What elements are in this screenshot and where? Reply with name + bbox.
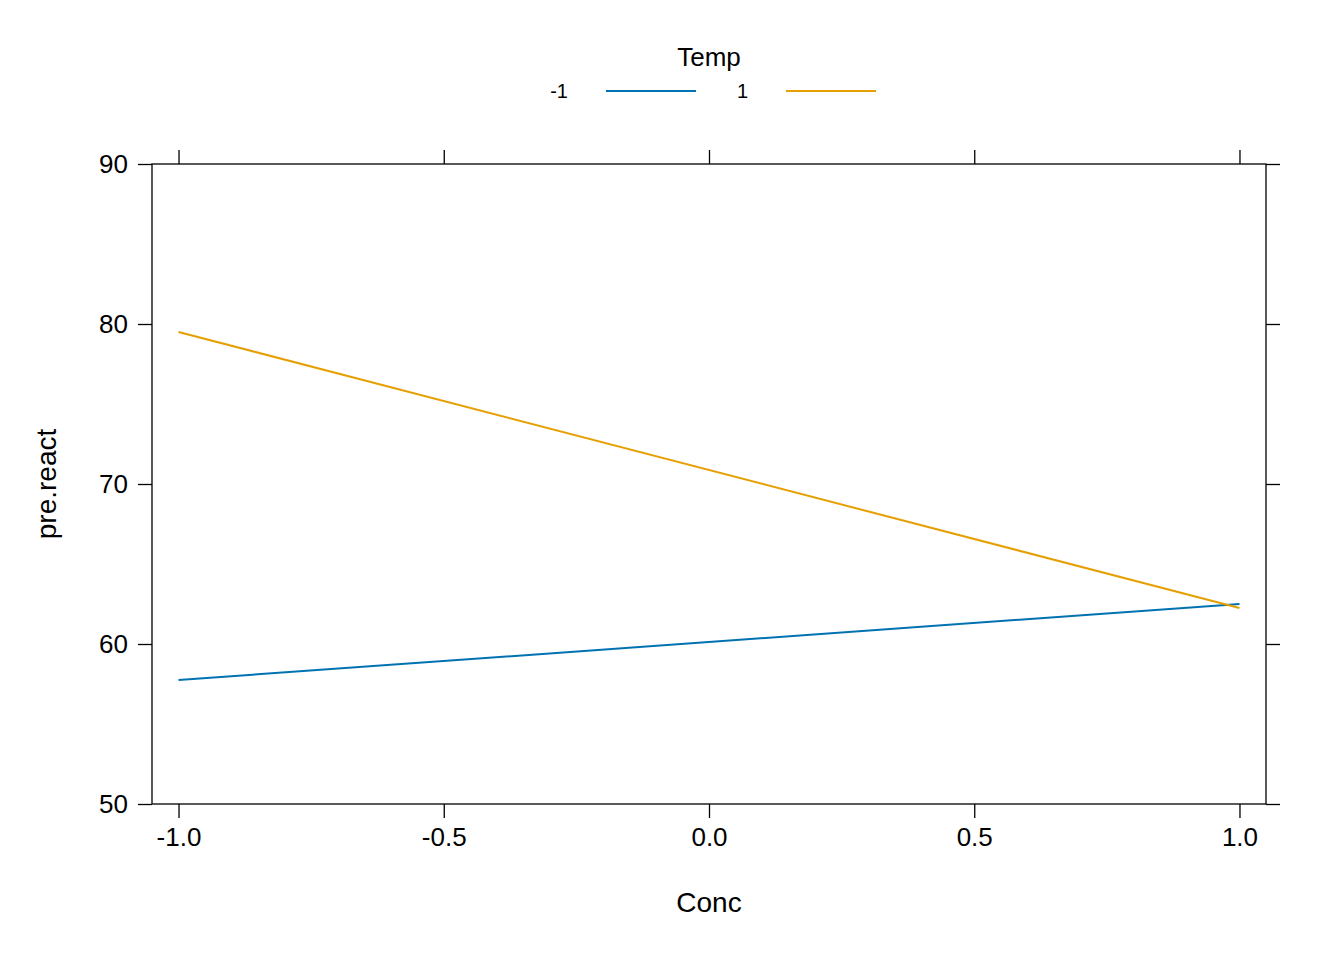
tick: -0.5 [422, 804, 467, 852]
tick-mark [1266, 804, 1280, 805]
series-line [179, 332, 1240, 608]
x-axis-top [179, 150, 1240, 164]
tick [709, 150, 710, 164]
tick: 1.0 [1222, 804, 1258, 852]
tick-mark [178, 150, 179, 164]
tick: 80 [99, 309, 152, 339]
tick [179, 150, 180, 164]
legend-label: 1 [737, 80, 748, 102]
tick-mark [709, 804, 710, 818]
tick [1266, 324, 1280, 325]
tick-mark [138, 324, 152, 325]
tick-label: 70 [99, 469, 128, 499]
series-line [179, 604, 1240, 680]
tick-label: 0.5 [957, 822, 993, 852]
legend: Temp -1 1 [550, 42, 876, 102]
x-axis: -1.0 -0.5 0.0 0.5 1.0 [157, 804, 1258, 852]
tick-mark [1266, 164, 1280, 165]
tick [1266, 164, 1280, 165]
tick-mark [138, 644, 152, 645]
tick-label: 0.0 [691, 822, 727, 852]
tick: -1.0 [157, 804, 202, 852]
tick-label: -0.5 [422, 822, 467, 852]
y-axis: 50 60 70 80 90 [99, 149, 152, 819]
tick-mark [444, 804, 445, 818]
tick-mark [709, 150, 710, 164]
legend-entry: -1 [550, 80, 696, 102]
tick-label: -1.0 [157, 822, 202, 852]
tick-mark [444, 150, 445, 164]
tick-label: 80 [99, 309, 128, 339]
tick [1266, 804, 1280, 805]
legend-swatch [786, 90, 876, 92]
tick-mark [178, 804, 179, 818]
tick-label: 50 [99, 789, 128, 819]
tick-mark [974, 150, 975, 164]
y-axis-title: pre.react [31, 429, 62, 540]
x-axis-title: Conc [676, 887, 741, 918]
plot-area [179, 332, 1240, 680]
tick-mark [1266, 484, 1280, 485]
tick-mark [1266, 324, 1280, 325]
tick [974, 150, 975, 164]
tick [1266, 644, 1280, 645]
tick [444, 150, 445, 164]
tick-mark [974, 804, 975, 818]
tick [1266, 484, 1280, 485]
tick-mark [1239, 804, 1240, 818]
tick [1239, 150, 1240, 164]
tick-mark [1239, 150, 1240, 164]
tick-label: 60 [99, 629, 128, 659]
tick: 50 [99, 789, 152, 819]
tick: 90 [99, 149, 152, 179]
legend-swatch [606, 90, 696, 92]
legend-entry: 1 [737, 80, 876, 102]
tick-mark [138, 804, 152, 805]
plot-frame [152, 164, 1266, 804]
tick: 0.5 [957, 804, 993, 852]
tick: 60 [99, 629, 152, 659]
tick-mark [138, 484, 152, 485]
chart: -1.0 -0.5 0.0 0.5 1.0 50 60 70 80 90 Conc pre.react… [0, 0, 1344, 960]
tick-label: 90 [99, 149, 128, 179]
legend-label: -1 [550, 80, 568, 102]
tick-mark [1266, 644, 1280, 645]
legend-title: Temp [677, 42, 741, 72]
y-axis-right [1266, 165, 1280, 805]
tick-label: 1.0 [1222, 822, 1258, 852]
tick: 0.0 [691, 804, 727, 852]
tick-mark [138, 164, 152, 165]
tick: 70 [99, 469, 152, 499]
